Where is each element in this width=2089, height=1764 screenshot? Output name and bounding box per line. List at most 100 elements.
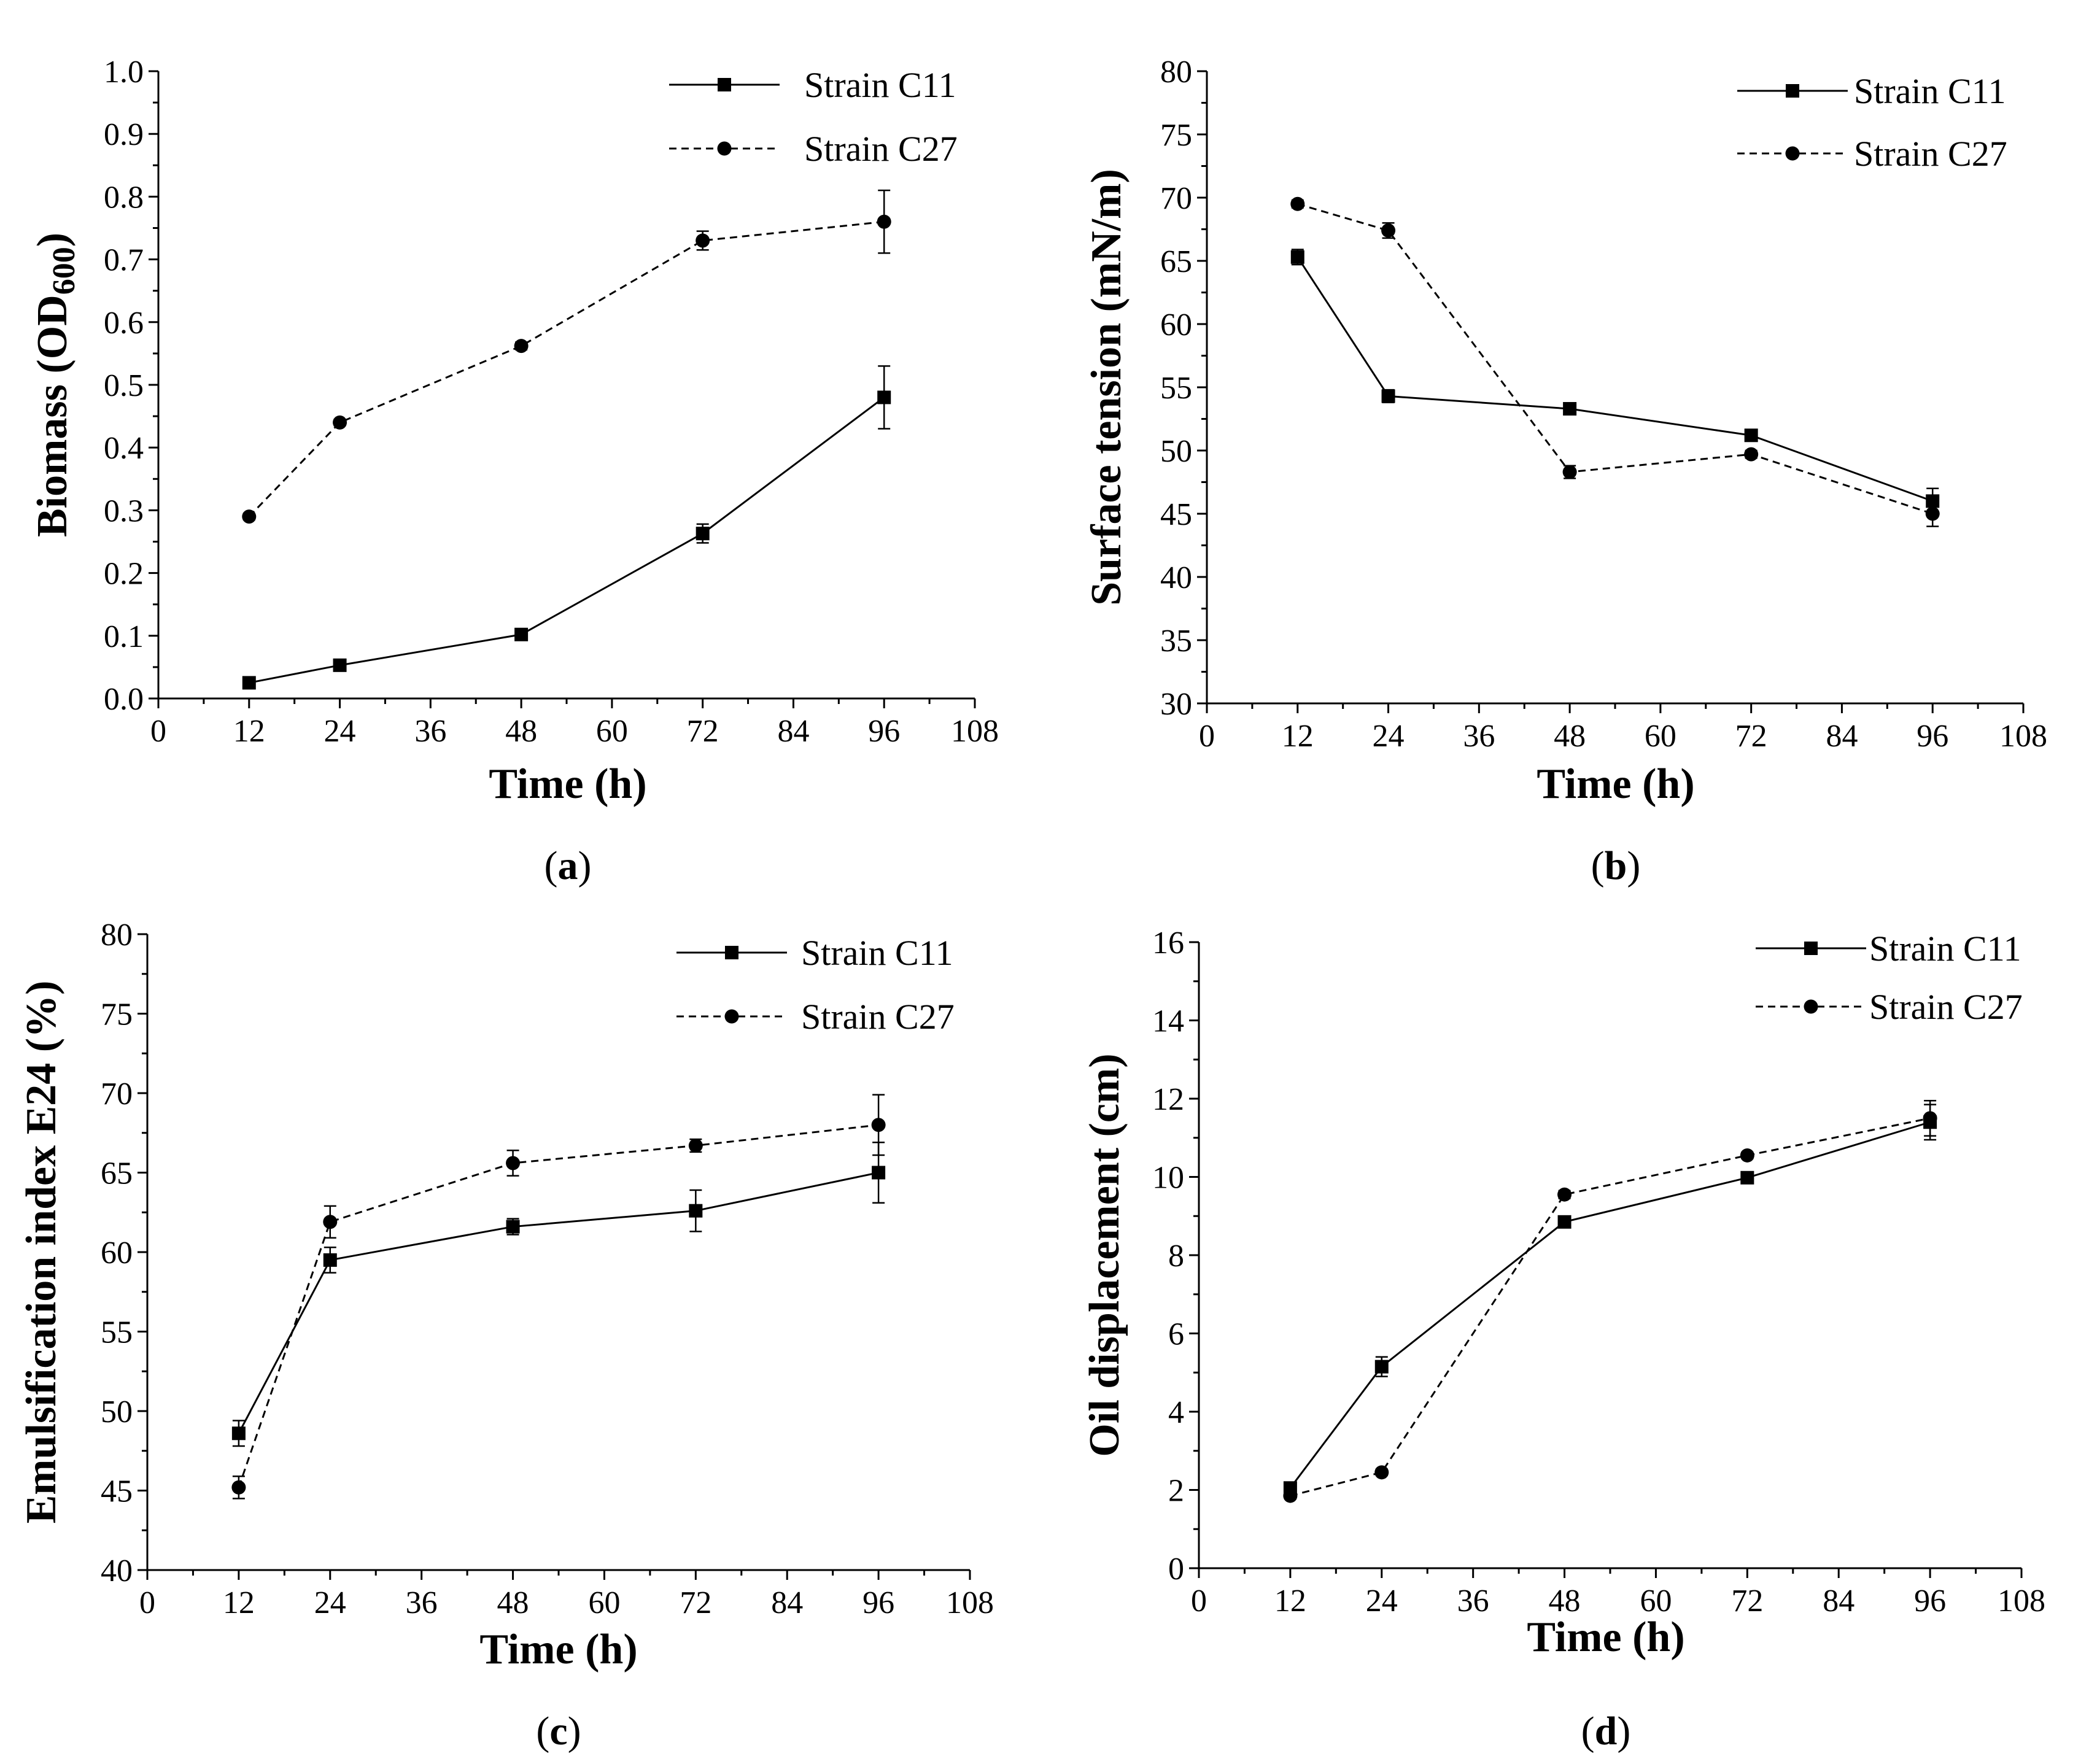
panel-c-x-tick-label: 36 bbox=[406, 1585, 438, 1620]
panel-a-y-axis-title-end: ) bbox=[29, 233, 76, 247]
panel-c-y-tick-label: 75 bbox=[101, 997, 133, 1032]
panel-c-x-tick-label: 0 bbox=[139, 1585, 155, 1620]
panel-b-x-tick-label: 48 bbox=[1554, 719, 1586, 754]
panel-b-series-strain-c11-point bbox=[1563, 402, 1577, 416]
panel-b-y-tick-label: 60 bbox=[1160, 308, 1192, 342]
panel-c-series-strain-c27-point bbox=[506, 1156, 521, 1170]
panel-a-series-strain-c27-point bbox=[696, 233, 710, 248]
panel-a-x-tick-label: 48 bbox=[505, 714, 537, 749]
panel-b-x-tick-label: 12 bbox=[1282, 719, 1314, 754]
panel-c-series-strain-c27-point bbox=[323, 1215, 338, 1229]
panel-b-x-tick-label: 0 bbox=[1199, 719, 1215, 754]
panel-a-y-axis-title-subscript: 600 bbox=[47, 247, 82, 295]
panel-c-series-strain-c11-point bbox=[506, 1220, 520, 1234]
panel-b-legend-marker-2 bbox=[1785, 146, 1800, 161]
panel-a-label: (a) bbox=[545, 843, 592, 888]
panel-d-x-tick-label: 48 bbox=[1549, 1584, 1581, 1619]
panel-c-x-tick-label: 12 bbox=[223, 1585, 255, 1620]
panel-a-x-tick-label: 84 bbox=[777, 714, 809, 749]
panel-c-x-tick-label: 60 bbox=[588, 1585, 620, 1620]
panel-a-x-tick-label: 12 bbox=[233, 714, 265, 749]
panel-b-x-tick-label: 84 bbox=[1826, 719, 1858, 754]
panel-d-y-tick-label: 8 bbox=[1168, 1239, 1184, 1274]
panel-d-x-tick-label: 36 bbox=[1457, 1584, 1489, 1619]
panel-d-label-open: ( bbox=[1581, 1709, 1595, 1754]
panel-b-y-tick-label: 75 bbox=[1160, 118, 1192, 153]
panel-c-y-tick-label: 50 bbox=[101, 1395, 133, 1429]
panel-d-series-strain-c27-point bbox=[1374, 1465, 1389, 1480]
panel-c-label: (c) bbox=[536, 1709, 581, 1754]
panel-c-legend-marker-2 bbox=[724, 1009, 739, 1024]
panel-c-y-tick-label: 80 bbox=[101, 918, 133, 953]
panel-b-series-strain-c27-point bbox=[1381, 223, 1396, 238]
panel-b-series-strain-c27-point bbox=[1925, 506, 1940, 521]
panel-d-x-tick-label: 0 bbox=[1191, 1584, 1207, 1619]
panel-d-legend-marker-2 bbox=[1804, 999, 1818, 1014]
panel-d-series-strain-c11-point bbox=[1557, 1215, 1572, 1229]
panel-d-series-strain-c27-point bbox=[1923, 1111, 1937, 1126]
panel-b-y-tick-label: 65 bbox=[1160, 244, 1192, 279]
panel-d-y-tick-label: 4 bbox=[1168, 1395, 1184, 1430]
panel-d-y-tick-label: 0 bbox=[1168, 1552, 1184, 1587]
panel-d-label: (d) bbox=[1581, 1709, 1631, 1754]
panel-b-legend-label-1: Strain C11 bbox=[1854, 71, 2006, 111]
panel-d-series-strain-c11-point bbox=[1374, 1360, 1389, 1374]
panel-d-y-tick-label: 12 bbox=[1152, 1082, 1184, 1117]
panel-c-x-tick-label: 96 bbox=[862, 1585, 894, 1620]
panel-a-series-strain-c11-point bbox=[333, 658, 347, 672]
panel-b-y-tick-label: 45 bbox=[1160, 497, 1192, 532]
panel-a-y-tick-label: 0.0 bbox=[104, 682, 144, 717]
panel-c-y-axis-title: Emulsification index E24 (%) bbox=[18, 981, 65, 1524]
panel-c-x-axis-title: Time (h) bbox=[479, 1626, 637, 1673]
panel-c-y-tick-label: 60 bbox=[101, 1236, 133, 1271]
panel-b-legend-label-2: Strain C27 bbox=[1854, 134, 2007, 174]
panel-d-x-tick-label: 60 bbox=[1640, 1584, 1672, 1619]
panel-c-legend-label-2: Strain C27 bbox=[801, 997, 955, 1037]
panel-c-x-tick-label: 84 bbox=[771, 1585, 803, 1620]
panel-d-x-tick-label: 96 bbox=[1914, 1584, 1946, 1619]
panel-d-legend-marker-1 bbox=[1804, 942, 1818, 955]
panel-b-chart: 0 12 24 36 48 60 72 84 96 108 30 35 40 45 50 55 60 65 70 75… bbox=[1083, 55, 2047, 888]
panel-d-x-tick-label: 108 bbox=[1998, 1584, 2045, 1619]
panel-a-legend-marker-1 bbox=[718, 78, 731, 91]
panel-d-label-close: ) bbox=[1617, 1709, 1630, 1754]
panel-c-y-tick-label: 40 bbox=[101, 1553, 133, 1588]
panel-a-y-tick-label: 0.2 bbox=[104, 557, 144, 592]
panel-a-legend-label-2: Strain C27 bbox=[804, 129, 958, 169]
panel-d-series-strain-c27-point bbox=[1283, 1488, 1298, 1503]
panel-a-y-tick-label: 0.6 bbox=[104, 306, 144, 341]
panel-b-series-strain-c11-point bbox=[1744, 428, 1758, 443]
panel-a-y-tick-label: 0.9 bbox=[104, 117, 144, 152]
panel-a-x-tick-label: 24 bbox=[324, 714, 356, 749]
panel-b-x-tick-label: 108 bbox=[1999, 719, 2047, 754]
panel-a-y-tick-label: 1.0 bbox=[104, 55, 144, 90]
panel-c-x-tick-label: 24 bbox=[314, 1585, 346, 1620]
panel-b-label-open: ( bbox=[1591, 843, 1605, 888]
panel-d-y-tick-label: 2 bbox=[1168, 1474, 1184, 1509]
panel-d-x-tick-label: 24 bbox=[1366, 1584, 1398, 1619]
panel-a-series-strain-c27-point bbox=[877, 214, 891, 229]
panel-c-y-tick-label: 45 bbox=[101, 1474, 133, 1509]
panel-c-series-strain-c11-point bbox=[689, 1204, 703, 1218]
panel-d-x-tick-label: 84 bbox=[1823, 1584, 1855, 1619]
panel-b-label-close: ) bbox=[1627, 843, 1640, 888]
panel-a-label-close: ) bbox=[578, 843, 592, 888]
panel-a-legend-marker-2 bbox=[717, 141, 732, 156]
panel-b-x-tick-label: 24 bbox=[1373, 719, 1405, 754]
panel-b-y-axis-title: Surface tension (mN/m) bbox=[1083, 169, 1130, 606]
panel-a-chart: 0 12 24 36 48 60 72 84 96 108 0.0 0.1 0.2 0.3 0.4 0.5 0.… bbox=[29, 55, 999, 888]
panel-a-label-letter: a bbox=[558, 843, 578, 888]
panel-a-y-tick-label: 0.4 bbox=[104, 431, 144, 466]
panel-b-y-tick-label: 40 bbox=[1160, 560, 1192, 595]
panel-d-y-tick-label: 10 bbox=[1152, 1161, 1184, 1196]
panel-d-x-axis-title: Time (h) bbox=[1527, 1614, 1684, 1661]
panel-d-y-tick-label: 6 bbox=[1168, 1317, 1184, 1352]
panel-a-x-tick-label: 96 bbox=[868, 714, 900, 749]
panel-b-y-tick-label: 80 bbox=[1160, 55, 1192, 90]
panel-a-series-strain-c11-point bbox=[877, 390, 891, 404]
panel-b-x-tick-label: 60 bbox=[1645, 719, 1676, 754]
panel-a-y-tick-label: 0.5 bbox=[104, 368, 144, 403]
panel-a-legend-label-1: Strain C11 bbox=[804, 65, 956, 105]
